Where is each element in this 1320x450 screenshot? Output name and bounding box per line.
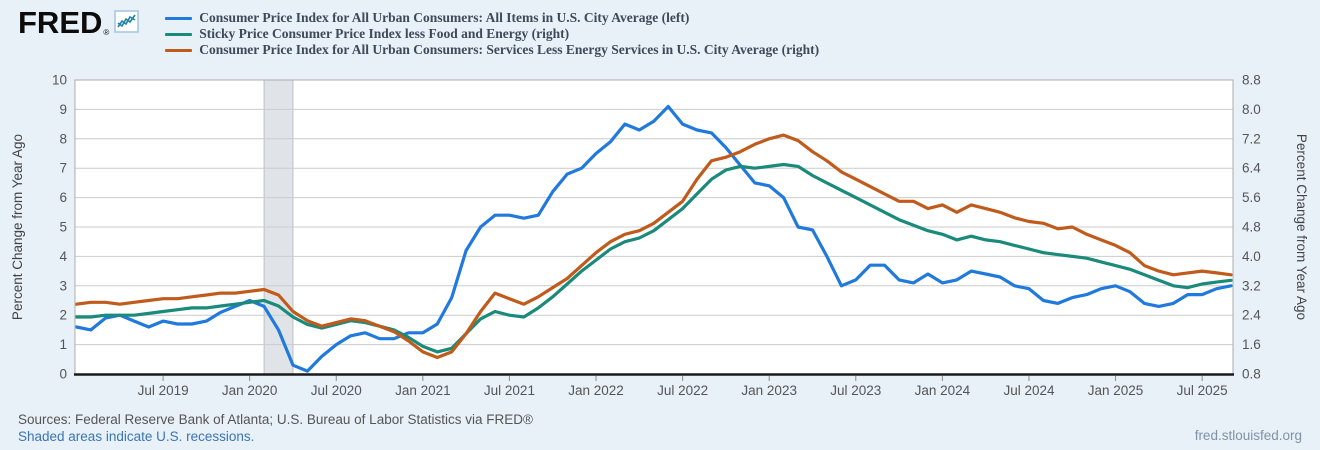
x-tick-label: Jan 2024 — [915, 383, 971, 398]
y-right-tick-label: 1.6 — [1242, 337, 1261, 352]
y-right-tick-label: 0.8 — [1242, 367, 1261, 382]
registered-mark: ® — [103, 28, 110, 37]
y-left-tick-label: 10 — [52, 73, 67, 88]
legend-swatch-sticky-cpi — [165, 32, 193, 36]
recession-note-link[interactable]: Shaded areas indicate U.S. recessions. — [18, 429, 255, 444]
x-tick-label: Jan 2023 — [741, 383, 797, 398]
legend-item: Consumer Price Index for All Urban Consu… — [165, 10, 819, 26]
y-left-tick-label: 7 — [59, 161, 67, 176]
x-tick-label: Jan 2020 — [222, 383, 278, 398]
y-right-tick-label: 8.0 — [1242, 102, 1261, 117]
series-line-2 — [74, 133, 1233, 360]
y-right-tick-label: 6.4 — [1242, 161, 1261, 176]
legend-label-cpi-all-items[interactable]: Consumer Price Index for All Urban Consu… — [199, 10, 690, 25]
legend-swatch-cpi-all-items — [165, 16, 193, 20]
legend-swatch-cpi-services — [165, 48, 193, 52]
y-left-tick-label: 2 — [59, 308, 67, 323]
x-tick-label: Jan 2022 — [568, 383, 624, 398]
y-left-tick-label: 0 — [59, 367, 67, 382]
y-left-tick-label: 9 — [59, 102, 67, 117]
y-left-tick-label: 6 — [59, 190, 67, 205]
x-tick-label: Jan 2021 — [395, 383, 451, 398]
chart-footer: Sources: Federal Reserve Bank of Atlanta… — [18, 411, 533, 445]
legend-label-sticky-cpi[interactable]: Sticky Price Consumer Price Index less F… — [199, 26, 570, 41]
series-line-0 — [74, 104, 1233, 373]
plot-area[interactable]: Jul 2019 Jan 2020 Jul 2020 Jan 2021 Jul 2021… — [0, 0, 1320, 410]
y-left-axis-title: Percent Change from Year Ago — [10, 134, 25, 320]
fred-site-link[interactable]: fred.stlouisfed.org — [1194, 428, 1302, 443]
x-tick-label: Jul 2019 — [138, 383, 189, 398]
legend-item: Sticky Price Consumer Price Index less F… — [165, 26, 819, 42]
legend-item: Consumer Price Index for All Urban Consu… — [165, 42, 819, 58]
y-left-tick-label: 1 — [59, 337, 67, 352]
x-tick-label: Jul 2022 — [657, 383, 708, 398]
y-right-axis-title: Percent Change from Year Ago — [1294, 134, 1309, 320]
x-tick-label: Jul 2025 — [1177, 383, 1228, 398]
legend: Consumer Price Index for All Urban Consu… — [165, 10, 819, 58]
y-right-tick-label: 4.0 — [1242, 249, 1261, 264]
x-tick-label: Jul 2024 — [1003, 383, 1055, 398]
x-tick-label: Jul 2023 — [830, 383, 881, 398]
fred-logo[interactable]: FRED ® — [18, 5, 140, 40]
y-left-tick-label: 8 — [59, 131, 67, 146]
y-left-tick-label: 3 — [59, 278, 67, 293]
y-left-tick-label: 4 — [59, 249, 67, 264]
chart-header: FRED ® Consumer Price Index for All Urban… — [18, 5, 819, 58]
y-left-tick-label: 5 — [59, 220, 67, 235]
y-right-tick-label: 5.6 — [1242, 190, 1261, 205]
x-tick-label: Jul 2021 — [484, 383, 535, 398]
y-right-tick-label: 3.2 — [1242, 278, 1261, 293]
fred-logo-text: FRED — [18, 5, 103, 40]
y-right-tick-label: 7.2 — [1242, 131, 1261, 146]
sources-text: Sources: Federal Reserve Bank of Atlanta… — [18, 412, 533, 427]
legend-label-cpi-services[interactable]: Consumer Price Index for All Urban Consu… — [199, 42, 820, 57]
y-right-tick-label: 4.8 — [1242, 220, 1261, 235]
y-right-tick-label: 8.8 — [1242, 73, 1261, 88]
fred-logo-chart-icon — [114, 10, 140, 33]
x-tick-label: Jan 2025 — [1088, 383, 1144, 398]
series-line-1 — [74, 162, 1233, 354]
x-tick-label: Jul 2020 — [311, 383, 362, 398]
y-right-tick-label: 2.4 — [1242, 308, 1261, 323]
